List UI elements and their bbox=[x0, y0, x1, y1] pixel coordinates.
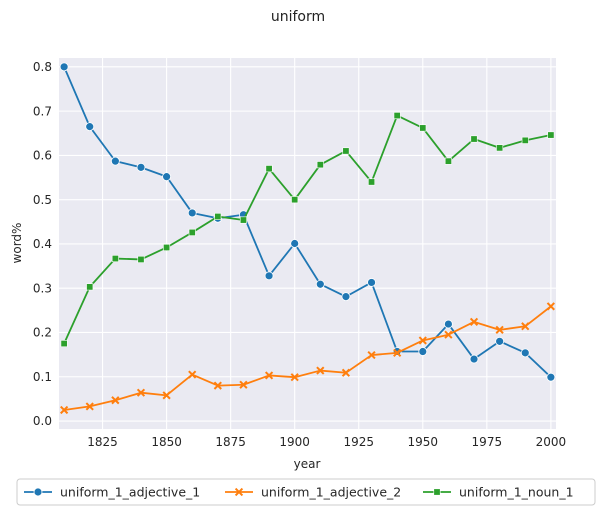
data-point bbox=[316, 366, 325, 375]
data-point bbox=[60, 405, 69, 415]
data-point bbox=[469, 354, 479, 364]
y-axis: 0.0 0.1 0.2 0.3 0.4 0.5 0.6 0.7 0.8 bbox=[33, 60, 52, 428]
data-point bbox=[59, 62, 69, 72]
data-point bbox=[495, 325, 504, 334]
chart-title: uniform bbox=[271, 9, 325, 25]
data-point bbox=[496, 144, 504, 152]
data-point bbox=[214, 212, 222, 220]
data-point bbox=[521, 322, 530, 331]
data-point bbox=[368, 178, 376, 186]
data-point bbox=[110, 156, 120, 166]
data-point bbox=[213, 381, 222, 390]
x-tick-label: 1875 bbox=[215, 435, 246, 449]
data-point bbox=[521, 136, 529, 144]
y-axis-label: word% bbox=[10, 223, 24, 264]
data-point bbox=[547, 131, 555, 139]
data-point bbox=[264, 271, 274, 281]
data-point bbox=[495, 336, 505, 346]
data-point bbox=[418, 336, 427, 345]
data-point bbox=[315, 279, 325, 289]
data-point bbox=[393, 112, 401, 120]
data-point bbox=[111, 396, 120, 405]
y-tick-label: 0.8 bbox=[33, 60, 52, 74]
data-point bbox=[316, 161, 324, 169]
data-point bbox=[187, 208, 197, 218]
data-point bbox=[291, 196, 299, 204]
y-tick-label: 0.7 bbox=[33, 104, 52, 118]
data-point bbox=[239, 380, 248, 389]
data-point bbox=[239, 216, 247, 224]
series-line bbox=[63, 66, 552, 378]
legend: uniform_1_adjective_1 uniform_1_adjective… bbox=[16, 478, 596, 506]
series-line bbox=[63, 305, 552, 411]
data-point bbox=[162, 391, 171, 400]
series-group bbox=[59, 62, 556, 415]
y-tick-label: 0.2 bbox=[33, 326, 52, 340]
x-tick-label: 1925 bbox=[343, 435, 374, 449]
x-tick-label: 1825 bbox=[87, 435, 118, 449]
data-point bbox=[136, 162, 146, 172]
x-tick-label: 2000 bbox=[536, 435, 567, 449]
y-tick-label: 0.0 bbox=[33, 414, 52, 428]
data-point bbox=[419, 124, 427, 132]
legend-label: uniform_1_adjective_2 bbox=[261, 485, 401, 500]
series-uniform_1_adjective_2 bbox=[60, 302, 555, 415]
data-point bbox=[137, 255, 145, 263]
data-point bbox=[341, 368, 351, 377]
data-point bbox=[111, 255, 119, 263]
x-tick-label: 1850 bbox=[151, 435, 182, 449]
series-uniform_1_noun_1 bbox=[60, 112, 555, 348]
y-tick-label: 0.5 bbox=[33, 193, 52, 207]
data-point bbox=[85, 122, 95, 132]
data-point bbox=[188, 370, 197, 379]
x-axis-label: year bbox=[294, 457, 321, 471]
data-point bbox=[290, 373, 299, 382]
data-point bbox=[264, 371, 274, 380]
y-tick-label: 0.4 bbox=[33, 237, 52, 251]
data-point bbox=[546, 302, 555, 311]
data-point bbox=[342, 147, 350, 155]
data-point bbox=[367, 350, 376, 360]
data-point bbox=[136, 388, 146, 397]
data-point bbox=[393, 348, 402, 357]
legend-frame bbox=[16, 478, 596, 506]
x-axis: 1825 1850 1875 1900 1925 1950 1975 2000 bbox=[87, 435, 566, 449]
data-point bbox=[188, 228, 196, 236]
y-tick-label: 0.1 bbox=[33, 370, 52, 384]
data-point bbox=[234, 487, 244, 497]
data-point bbox=[86, 283, 94, 291]
data-point bbox=[265, 165, 273, 173]
data-point bbox=[418, 347, 428, 356]
data-point bbox=[470, 135, 478, 143]
data-point bbox=[163, 243, 171, 251]
data-point bbox=[290, 239, 300, 248]
data-point bbox=[444, 330, 453, 339]
x-tick-label: 1975 bbox=[472, 435, 503, 449]
x-tick-label: 1900 bbox=[279, 435, 310, 449]
series-line bbox=[63, 114, 552, 344]
data-point bbox=[433, 488, 441, 496]
legend-entry: uniform_1_noun_1 bbox=[423, 485, 574, 500]
legend-label: uniform_1_noun_1 bbox=[459, 485, 574, 500]
grid bbox=[59, 58, 556, 429]
y-tick-label: 0.6 bbox=[33, 149, 52, 163]
data-point bbox=[162, 172, 171, 182]
x-tick-label: 1950 bbox=[408, 435, 439, 449]
data-point bbox=[60, 340, 68, 348]
data-point bbox=[367, 278, 376, 287]
data-point bbox=[469, 317, 479, 326]
data-point bbox=[520, 348, 530, 358]
data-point bbox=[33, 487, 43, 497]
legend-entry: uniform_1_adjective_1 bbox=[24, 485, 200, 500]
data-point bbox=[444, 157, 452, 165]
data-point bbox=[341, 292, 351, 302]
legend-label: uniform_1_adjective_1 bbox=[60, 485, 200, 500]
y-tick-label: 0.3 bbox=[33, 281, 52, 295]
data-point bbox=[444, 319, 453, 329]
data-point bbox=[546, 372, 556, 382]
legend-entry: uniform_1_adjective_2 bbox=[225, 485, 401, 500]
data-point bbox=[85, 402, 94, 411]
